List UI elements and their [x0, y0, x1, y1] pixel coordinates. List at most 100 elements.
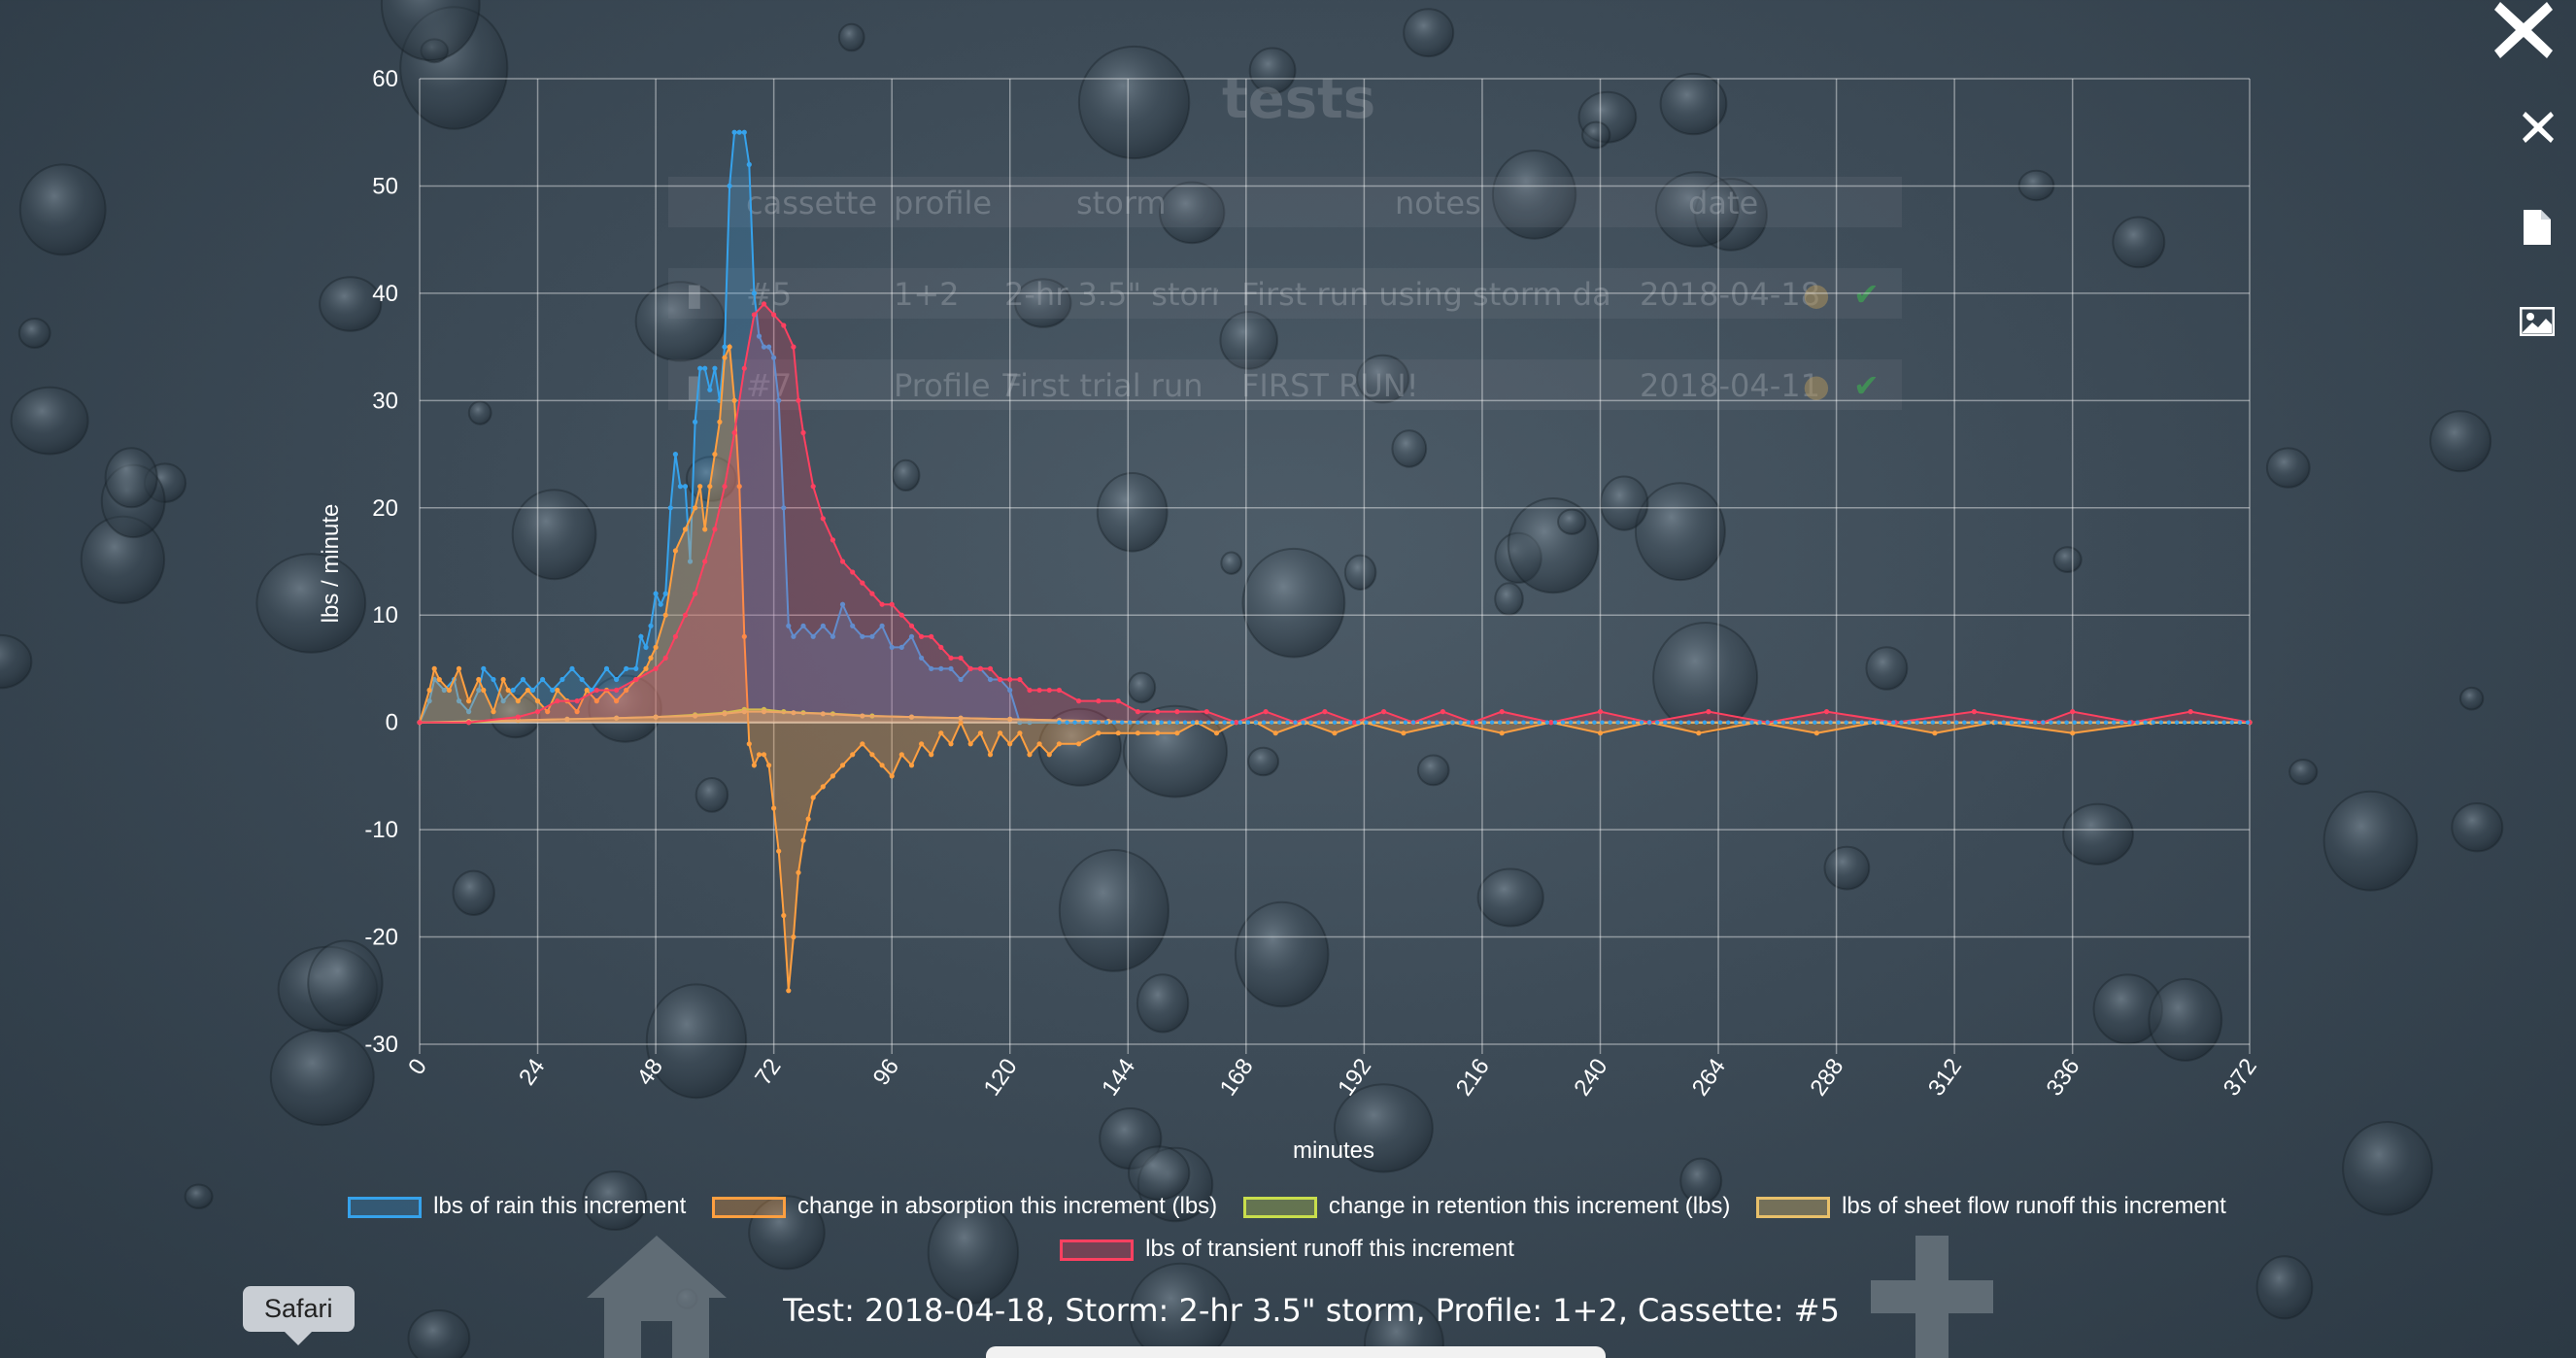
data-point[interactable] — [574, 709, 580, 715]
data-point[interactable] — [967, 665, 973, 672]
data-point[interactable] — [746, 741, 752, 747]
data-point[interactable] — [1017, 720, 1023, 726]
data-point[interactable] — [929, 665, 934, 672]
data-point[interactable] — [515, 714, 521, 720]
data-point[interactable] — [766, 344, 772, 350]
data-point[interactable] — [426, 687, 432, 694]
data-point[interactable] — [987, 752, 994, 758]
data-point[interactable] — [648, 655, 654, 662]
close-icon[interactable] — [2522, 111, 2555, 144]
checkmark-icon[interactable]: ✔ — [1853, 276, 1880, 313]
data-point[interactable] — [505, 687, 511, 694]
data-point[interactable] — [1027, 720, 1033, 726]
data-point[interactable] — [1017, 676, 1023, 683]
data-point[interactable] — [839, 763, 846, 768]
data-point[interactable] — [515, 698, 521, 704]
data-point[interactable] — [820, 516, 826, 522]
data-point[interactable] — [919, 633, 925, 639]
data-point[interactable] — [830, 633, 836, 639]
data-point[interactable] — [693, 419, 698, 424]
lock-icon[interactable]: ● — [1803, 276, 1830, 313]
data-point[interactable] — [908, 763, 915, 768]
data-point[interactable] — [693, 713, 698, 719]
data-point[interactable] — [987, 676, 994, 683]
data-point[interactable] — [1115, 698, 1121, 704]
data-point[interactable] — [1932, 730, 1938, 736]
data-point[interactable] — [998, 730, 1003, 736]
data-point[interactable] — [633, 676, 639, 683]
data-point[interactable] — [500, 676, 506, 683]
data-point[interactable] — [662, 655, 668, 662]
data-point[interactable] — [756, 752, 763, 758]
data-point[interactable] — [687, 559, 694, 564]
data-point[interactable] — [776, 397, 782, 403]
data-point[interactable] — [860, 580, 865, 586]
data-point[interactable] — [682, 484, 689, 490]
data-point[interactable] — [771, 355, 777, 360]
data-point[interactable] — [746, 161, 752, 167]
lock-icon[interactable]: ● — [1803, 367, 1830, 404]
data-point[interactable] — [1971, 709, 1977, 715]
data-point[interactable] — [500, 698, 506, 704]
data-point[interactable] — [736, 484, 742, 490]
data-point[interactable] — [525, 687, 531, 694]
data-point[interactable] — [653, 665, 659, 672]
data-point[interactable] — [702, 559, 708, 564]
data-point[interactable] — [800, 623, 806, 628]
data-point[interactable] — [810, 633, 816, 639]
data-point[interactable] — [446, 687, 452, 694]
legend-item-retention[interactable]: change in retention this increment (lbs) — [1242, 1185, 1730, 1228]
data-point[interactable] — [1548, 720, 1554, 726]
data-point[interactable] — [672, 452, 679, 458]
data-point[interactable] — [727, 183, 732, 188]
data-point[interactable] — [697, 365, 703, 371]
data-point[interactable] — [653, 591, 659, 596]
home-icon[interactable] — [579, 1232, 734, 1358]
data-point[interactable] — [1174, 730, 1180, 736]
data-point[interactable] — [741, 365, 747, 371]
data-point[interactable] — [614, 698, 620, 704]
data-point[interactable] — [948, 655, 954, 662]
data-point[interactable] — [898, 752, 904, 758]
data-point[interactable] — [426, 698, 432, 704]
data-point[interactable] — [766, 763, 772, 768]
plus-icon[interactable] — [1871, 1236, 1993, 1358]
checkmark-icon[interactable]: ✔ — [1853, 367, 1880, 404]
data-point[interactable] — [977, 665, 984, 672]
data-point[interactable] — [643, 665, 649, 672]
data-point[interactable] — [751, 290, 758, 296]
data-point[interactable] — [850, 623, 856, 628]
data-point[interactable] — [791, 633, 797, 639]
data-point[interactable] — [1332, 730, 1338, 736]
data-point[interactable] — [540, 676, 546, 683]
data-point[interactable] — [908, 623, 915, 628]
data-point[interactable] — [805, 816, 811, 822]
data-point[interactable] — [781, 505, 787, 511]
data-point[interactable] — [574, 698, 580, 704]
data-point[interactable] — [1007, 687, 1013, 694]
data-point[interactable] — [520, 676, 526, 683]
data-point[interactable] — [820, 623, 826, 628]
data-point[interactable] — [1440, 709, 1445, 715]
data-point[interactable] — [436, 676, 442, 683]
data-point[interactable] — [889, 644, 895, 651]
data-point[interactable] — [1007, 716, 1013, 723]
data-point[interactable] — [1056, 687, 1062, 694]
data-point[interactable] — [466, 720, 472, 726]
data-point[interactable] — [800, 429, 806, 436]
data-point[interactable] — [653, 714, 659, 720]
data-point[interactable] — [584, 687, 590, 694]
data-point[interactable] — [751, 312, 758, 318]
data-point[interactable] — [929, 633, 934, 639]
data-point[interactable] — [1234, 720, 1239, 726]
data-point[interactable] — [682, 526, 689, 532]
data-point[interactable] — [1046, 752, 1052, 758]
data-point[interactable] — [727, 344, 732, 350]
data-point[interactable] — [791, 710, 797, 716]
data-point[interactable] — [1174, 709, 1180, 715]
data-point[interactable] — [850, 752, 856, 758]
data-point[interactable] — [1056, 741, 1062, 747]
data-point[interactable] — [491, 709, 496, 715]
data-point[interactable] — [564, 716, 570, 723]
data-point[interactable] — [481, 665, 487, 672]
